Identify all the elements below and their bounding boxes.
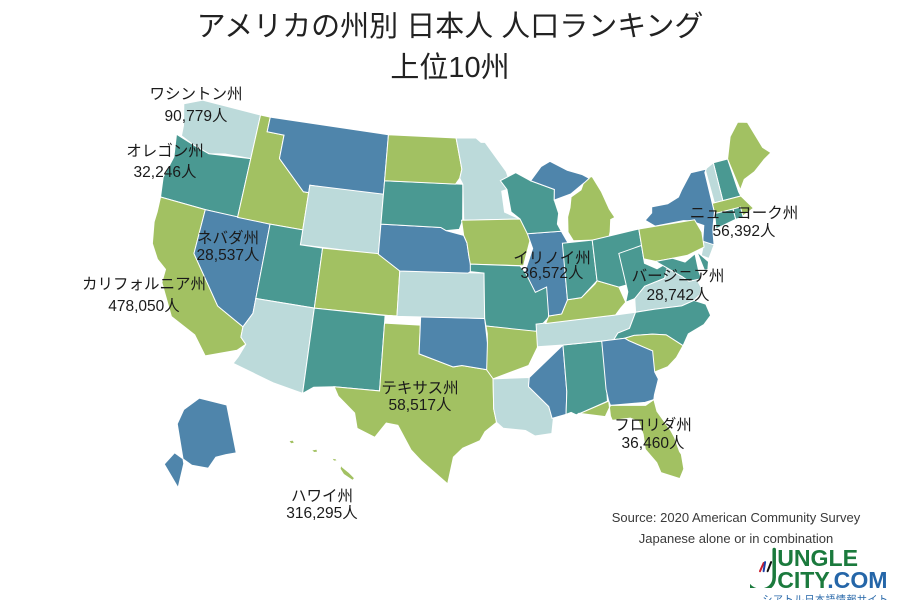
svg-text:36,572人: 36,572人 xyxy=(521,264,584,282)
svg-text:28,742人: 28,742人 xyxy=(647,286,710,304)
svg-text:CITY.COM: CITY.COM xyxy=(777,567,887,588)
svg-text:478,050人: 478,050人 xyxy=(108,297,180,315)
svg-text:カリフォルニア州: カリフォルニア州 xyxy=(82,276,206,293)
svg-text:36,460人: 36,460人 xyxy=(622,434,685,452)
svg-text:ニューヨーク州: ニューヨーク州 xyxy=(690,204,799,222)
svg-text:90,779人: 90,779人 xyxy=(165,107,228,125)
svg-text:56,392人: 56,392人 xyxy=(713,222,776,240)
svg-text:32,246人: 32,246人 xyxy=(134,163,197,181)
svg-text:テキサス州: テキサス州 xyxy=(381,380,458,397)
svg-text:ワシントン州: ワシントン州 xyxy=(149,86,242,103)
svg-text:オレゴン州: オレゴン州 xyxy=(126,141,204,160)
svg-text:58,517人: 58,517人 xyxy=(389,396,452,414)
svg-text:バージニア州: バージニア州 xyxy=(632,268,725,285)
svg-text:フロリダ州: フロリダ州 xyxy=(614,416,692,434)
svg-text:ネバダ州: ネバダ州 xyxy=(197,229,259,247)
svg-text:28,537人: 28,537人 xyxy=(197,246,260,264)
svg-text:ハワイ州: ハワイ州 xyxy=(291,488,353,505)
svg-text:316,295人: 316,295人 xyxy=(286,504,358,522)
